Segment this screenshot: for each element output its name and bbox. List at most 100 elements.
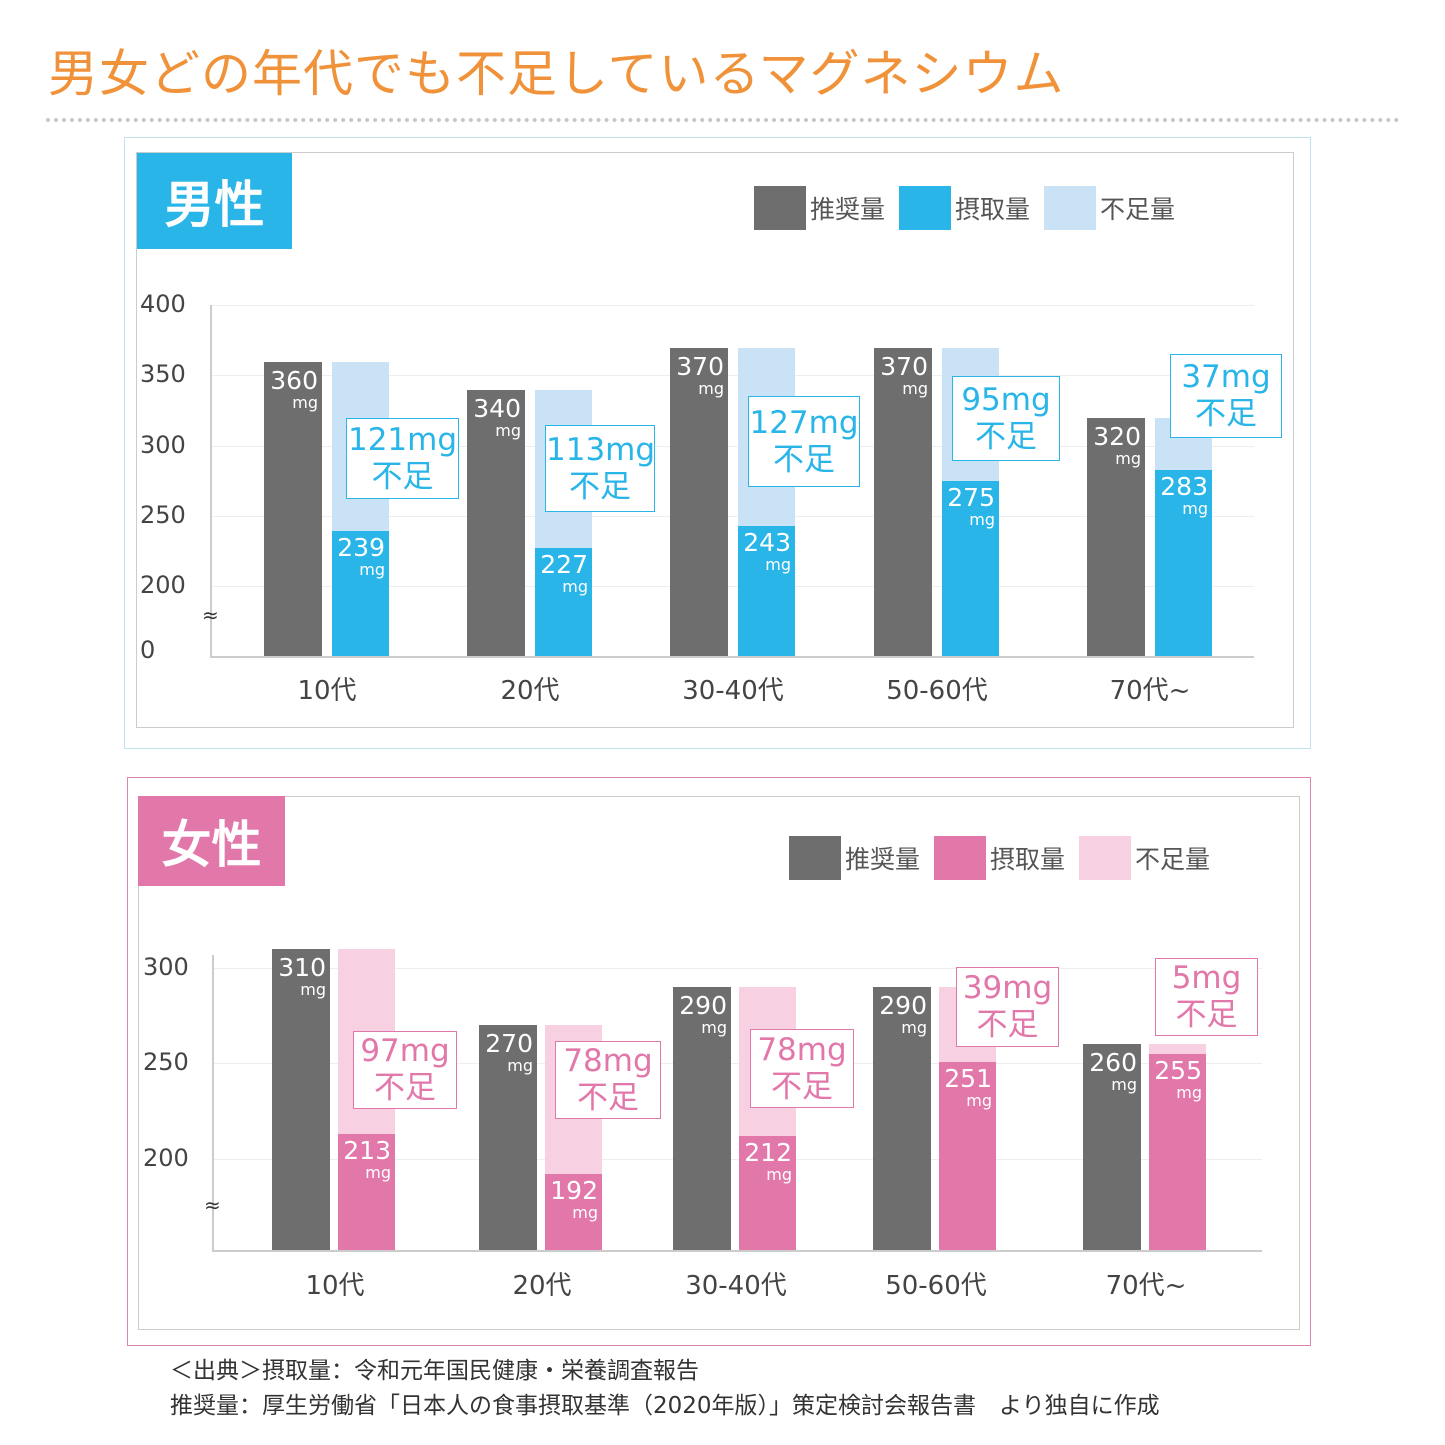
legend: 推奨量 摂取量 不足量 bbox=[789, 836, 1224, 880]
bar-recommended: 370 mg bbox=[670, 348, 728, 656]
shortage-value: 37 bbox=[1181, 359, 1221, 395]
bar-recommended: 370 mg bbox=[874, 348, 932, 656]
value-unit: mg bbox=[1111, 1075, 1137, 1095]
value-label-intake: 255 mg bbox=[1154, 1057, 1202, 1102]
legend-label: 摂取量 bbox=[955, 195, 1031, 224]
bar-intake: 239 mg bbox=[332, 531, 389, 656]
value-label-recommended: 310 mg bbox=[278, 954, 326, 999]
shortage-suffix: 不足 bbox=[374, 1070, 436, 1106]
shortage-suffix: 不足 bbox=[1195, 396, 1257, 432]
value-number: 212 bbox=[744, 1138, 792, 1168]
source-note: ＜出典＞摂取量：令和元年国民健康・栄養調査報告 推奨量：厚生労働省「日本人の食事… bbox=[170, 1354, 1160, 1424]
legend-label: 不足量 bbox=[1100, 195, 1176, 224]
y-tick-label: 0 bbox=[140, 636, 156, 664]
bar-intake: 227 mg bbox=[535, 548, 592, 656]
shortage-value: 121 bbox=[347, 421, 408, 458]
value-label-intake: 283 mg bbox=[1160, 473, 1208, 518]
axis-break: ≈ bbox=[204, 1193, 221, 1217]
legend-label: 推奨量 bbox=[810, 195, 886, 224]
bar-recommended: 340 mg bbox=[467, 390, 525, 656]
value-number: 370 bbox=[676, 352, 724, 381]
y-tick-label: 400 bbox=[140, 290, 186, 318]
panel-label: 男性 bbox=[137, 153, 292, 249]
bar-recommended: 290 mg bbox=[873, 987, 931, 1250]
x-category-label: 20代 bbox=[500, 676, 560, 706]
value-label-recommended: 290 mg bbox=[679, 992, 727, 1037]
value-number: 270 bbox=[485, 1029, 533, 1059]
shortage-amount: 39mg bbox=[957, 970, 1058, 1007]
bar-recommended: 310 mg bbox=[272, 948, 330, 1250]
shortage-suffix: 不足 bbox=[1175, 997, 1238, 1033]
bar-intake: 251 mg bbox=[939, 1061, 996, 1250]
shortage-unit: mg bbox=[602, 1043, 653, 1079]
shortage-value: 113 bbox=[546, 431, 606, 468]
value-number: 192 bbox=[550, 1176, 598, 1206]
gridline bbox=[210, 586, 1254, 587]
value-label-intake: 275 mg bbox=[947, 484, 995, 529]
y-tick-label: 250 bbox=[143, 1048, 189, 1076]
bar-recommended: 270 mg bbox=[479, 1025, 537, 1250]
value-label-recommended: 320 mg bbox=[1093, 423, 1141, 468]
value-label-intake: 243 mg bbox=[743, 529, 791, 574]
shortage-value: 97 bbox=[360, 1033, 400, 1069]
value-label-recommended: 370 mg bbox=[676, 353, 724, 398]
shortage-unit: mg bbox=[399, 1033, 450, 1069]
legend: 推奨量 摂取量 不足量 bbox=[754, 186, 1189, 230]
value-label-intake: 212 mg bbox=[744, 1139, 792, 1184]
value-unit: mg bbox=[495, 421, 521, 440]
value-label-intake: 251 mg bbox=[944, 1065, 992, 1110]
value-label-recommended: 370 mg bbox=[880, 353, 928, 398]
shortage-amount: 127mg bbox=[749, 405, 859, 442]
shortage-value: 39 bbox=[962, 970, 1003, 1006]
value-unit: mg bbox=[365, 1163, 391, 1183]
gridline bbox=[212, 1159, 1262, 1160]
shortage-amount: 37mg bbox=[1171, 359, 1281, 396]
value-unit: mg bbox=[902, 379, 928, 398]
shortage-suffix: 不足 bbox=[371, 458, 434, 495]
page-title: 男女どの年代でも不足しているマグネシウム bbox=[48, 45, 1065, 103]
y-tick-label: 250 bbox=[140, 501, 186, 529]
value-unit: mg bbox=[969, 510, 995, 529]
value-number: 213 bbox=[343, 1136, 391, 1166]
shortage-unit: mg bbox=[605, 431, 656, 468]
bar-recommended: 260 mg bbox=[1083, 1044, 1141, 1250]
x-category-label: 20代 bbox=[512, 1271, 572, 1301]
shortage-callout: 113mg 不足 bbox=[545, 425, 655, 512]
bar-intake: 192 mg bbox=[545, 1174, 602, 1250]
value-number: 260 bbox=[1089, 1048, 1137, 1078]
y-tick-label: 300 bbox=[143, 953, 189, 981]
shortage-suffix: 不足 bbox=[577, 1080, 639, 1116]
x-category-label: 70代~ bbox=[1105, 1271, 1187, 1301]
y-axis bbox=[212, 955, 214, 1250]
value-unit: mg bbox=[1115, 449, 1141, 468]
y-tick-label: 200 bbox=[143, 1144, 189, 1172]
x-category-label: 50-60代 bbox=[885, 1271, 987, 1301]
value-label-recommended: 290 mg bbox=[879, 992, 927, 1037]
shortage-value: 95 bbox=[961, 381, 1001, 418]
value-number: 340 bbox=[473, 394, 521, 423]
value-unit: mg bbox=[1176, 1082, 1202, 1102]
shortage-callout: 5mg 不足 bbox=[1155, 958, 1258, 1036]
shortage-suffix: 不足 bbox=[771, 1068, 833, 1105]
panel-label: 女性 bbox=[138, 796, 285, 886]
source-line-1: ＜出典＞摂取量：令和元年国民健康・栄養調査報告 bbox=[170, 1358, 699, 1384]
value-unit: mg bbox=[292, 393, 318, 412]
value-number: 251 bbox=[944, 1063, 992, 1093]
value-number: 239 bbox=[337, 533, 385, 563]
value-label-recommended: 260 mg bbox=[1089, 1049, 1137, 1094]
panel-frame bbox=[124, 137, 1311, 749]
shortage-suffix: 不足 bbox=[975, 418, 1037, 455]
legend-swatch bbox=[754, 186, 806, 230]
bar-recommended: 320 mg bbox=[1087, 418, 1145, 656]
value-label-intake: 239 mg bbox=[337, 534, 385, 579]
value-unit: mg bbox=[572, 1203, 598, 1223]
x-category-label: 70代~ bbox=[1109, 676, 1191, 706]
value-number: 243 bbox=[743, 527, 791, 557]
gridline bbox=[212, 968, 1262, 969]
bar-recommended: 290 mg bbox=[673, 987, 731, 1250]
shortage-amount: 121mg bbox=[347, 422, 458, 459]
legend-swatch bbox=[1079, 836, 1132, 880]
shortage-unit: mg bbox=[1000, 381, 1051, 418]
value-label-recommended: 360 mg bbox=[270, 367, 318, 412]
